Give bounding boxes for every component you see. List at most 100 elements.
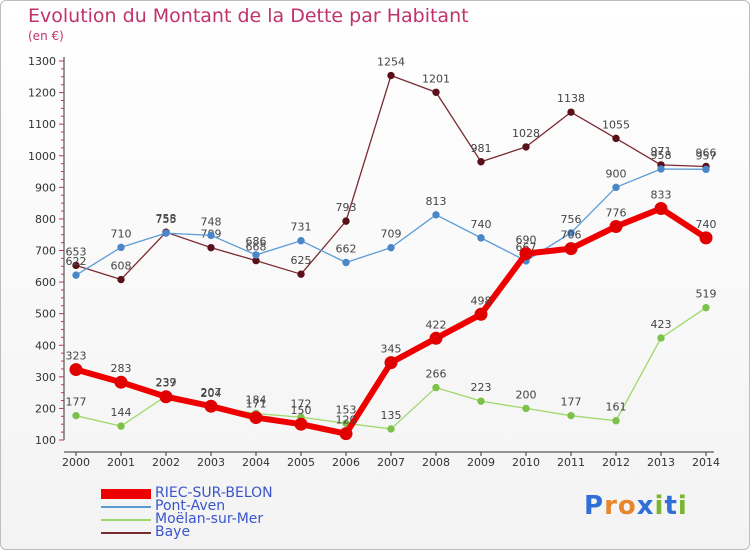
data-label-mo-lan-sur-mer: 423 [651, 318, 672, 331]
data-label-baye: 1254 [377, 56, 405, 69]
data-point-mo-lan-sur-mer [387, 425, 395, 433]
data-label-baye: 971 [651, 145, 672, 158]
data-label-pont-aven: 957 [696, 149, 717, 162]
data-point-baye [432, 88, 440, 96]
x-tick-label: 2011 [557, 456, 585, 469]
data-point-baye [387, 71, 395, 80]
data-point-mo-lan-sur-mer [657, 334, 665, 342]
data-label-baye: 966 [696, 146, 717, 159]
data-point-riec-sur-belon [384, 356, 398, 370]
x-tick-label: 2007 [377, 456, 405, 469]
data-label-riec-sur-belon: 150 [291, 404, 312, 417]
data-point-pont-aven [117, 243, 125, 252]
x-tick-label: 2000 [62, 456, 90, 469]
data-point-pont-aven [72, 271, 80, 279]
logo-letter: t [664, 491, 678, 521]
data-label-baye: 653 [66, 245, 87, 258]
data-point-mo-lan-sur-mer [567, 411, 575, 420]
y-tick-label: 200 [35, 402, 56, 415]
legend-swatch [101, 532, 151, 534]
chart-subtitle: (en €) [28, 29, 64, 43]
logo-letter: x [636, 491, 655, 521]
legend-label: RIEC-SUR-BELON [155, 485, 273, 501]
logo-letter: i [654, 491, 665, 521]
y-tick-label: 100 [35, 434, 56, 447]
data-point-mo-lan-sur-mer [522, 404, 530, 413]
data-label-mo-lan-sur-mer: 239 [156, 376, 177, 389]
data-point-pont-aven [432, 211, 440, 219]
data-label-pont-aven: 900 [606, 167, 627, 180]
logo-letter: o [617, 491, 637, 521]
legend-label: Baye [155, 524, 191, 540]
data-point-riec-sur-belon [429, 331, 443, 345]
y-tick-label: 1100 [28, 118, 56, 131]
x-tick-label: 2012 [602, 456, 630, 469]
data-label-mo-lan-sur-mer: 153 [336, 403, 357, 416]
data-label-pont-aven: 710 [111, 227, 132, 240]
data-label-pont-aven: 740 [471, 218, 492, 231]
data-point-baye [72, 261, 80, 270]
data-label-pont-aven: 731 [291, 221, 312, 234]
x-tick-label: 2001 [107, 456, 135, 469]
x-tick-label: 2014 [692, 456, 720, 469]
data-point-riec-sur-belon [294, 417, 308, 431]
y-tick-label: 600 [35, 276, 56, 289]
x-tick-label: 2006 [332, 456, 360, 469]
data-point-riec-sur-belon [339, 427, 353, 441]
data-point-pont-aven [162, 229, 170, 237]
data-label-pont-aven: 958 [651, 149, 672, 162]
data-label-riec-sur-belon: 833 [651, 188, 672, 201]
data-point-riec-sur-belon [564, 242, 578, 256]
data-point-riec-sur-belon [204, 399, 218, 413]
data-point-riec-sur-belon [699, 231, 713, 245]
x-tick-label: 2008 [422, 456, 450, 469]
y-tick-label: 900 [35, 181, 56, 194]
x-tick-label: 2009 [467, 456, 495, 469]
data-point-riec-sur-belon [474, 307, 488, 321]
data-label-pont-aven: 662 [336, 243, 357, 256]
logo-letter: P [584, 491, 605, 521]
data-label-pont-aven: 709 [381, 228, 402, 241]
data-label-riec-sur-belon: 283 [111, 362, 132, 375]
data-label-mo-lan-sur-mer: 266 [426, 368, 447, 381]
y-tick-label: 1200 [28, 87, 56, 100]
data-label-baye: 793 [336, 201, 357, 214]
data-point-mo-lan-sur-mer [117, 422, 125, 430]
data-label-baye: 981 [471, 142, 492, 155]
data-point-riec-sur-belon [519, 247, 533, 261]
x-tick-label: 2002 [152, 456, 180, 469]
data-point-pont-aven [342, 258, 350, 267]
data-point-mo-lan-sur-mer [702, 303, 710, 312]
data-point-baye [522, 143, 530, 151]
y-tick-label: 300 [35, 371, 56, 384]
legend-label: Pont-Aven [155, 498, 226, 514]
data-label-mo-lan-sur-mer: 177 [561, 396, 582, 409]
data-point-mo-lan-sur-mer [612, 417, 620, 425]
data-label-riec-sur-belon: 171 [246, 398, 267, 411]
data-point-baye [207, 243, 215, 252]
data-label-riec-sur-belon: 498 [471, 294, 492, 307]
data-label-riec-sur-belon: 207 [201, 386, 222, 399]
data-label-riec-sur-belon: 706 [561, 229, 582, 242]
data-point-pont-aven [387, 243, 395, 252]
data-label-riec-sur-belon: 740 [696, 218, 717, 231]
data-label-baye: 625 [291, 254, 312, 267]
data-label-riec-sur-belon: 422 [426, 318, 447, 331]
data-point-riec-sur-belon [69, 363, 83, 377]
legend-item: Moëlan-sur-Mer [101, 511, 361, 527]
x-tick-label: 2005 [287, 456, 315, 469]
data-label-baye: 668 [246, 241, 267, 254]
data-point-baye [567, 108, 575, 116]
data-label-riec-sur-belon: 120 [336, 414, 357, 427]
data-label-riec-sur-belon: 345 [381, 343, 402, 356]
data-point-baye [117, 275, 125, 284]
x-tick-label: 2013 [647, 456, 675, 469]
chart-title: Evolution du Montant de la Dette par Hab… [28, 5, 469, 27]
data-point-pont-aven [477, 234, 485, 242]
data-point-mo-lan-sur-mer [477, 397, 485, 405]
y-tick-label: 1300 [28, 55, 56, 68]
legend-swatch [101, 506, 151, 508]
data-label-pont-aven: 686 [246, 235, 267, 248]
y-tick-label: 800 [35, 213, 56, 226]
legend-swatch [101, 519, 151, 521]
